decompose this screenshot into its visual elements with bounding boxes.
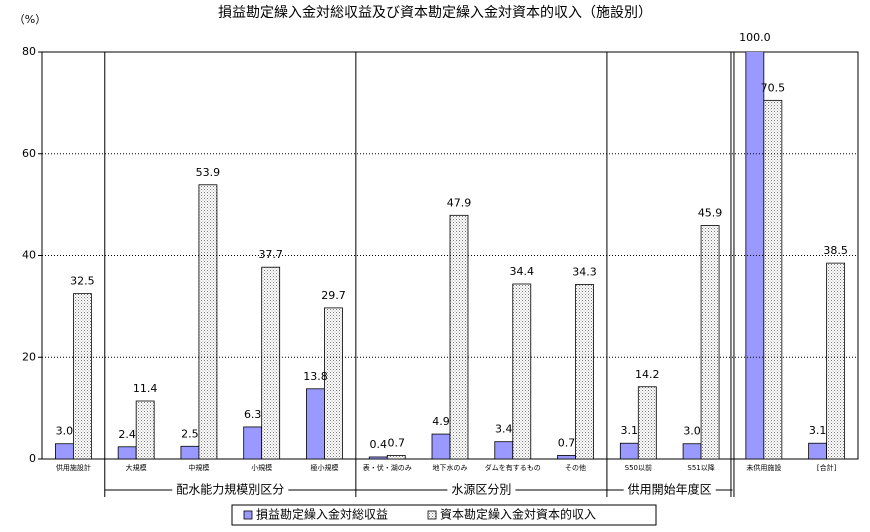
y-axis-label: （%） — [14, 13, 46, 26]
x-tick-label: 極小規模 — [310, 463, 338, 472]
y-tick-label: 0 — [29, 452, 36, 465]
group-label-bg — [447, 482, 516, 498]
value-label: 47.9 — [447, 196, 472, 209]
legend-swatch — [427, 510, 437, 520]
value-label: 0.4 — [369, 438, 387, 451]
legend-label: 資本勘定繰入金対資本的収入 — [440, 507, 596, 522]
value-label: 11.4 — [133, 382, 158, 395]
y-tick-label: 60 — [22, 147, 36, 160]
group-label: 供用開始年度区 — [628, 482, 712, 497]
chart-title: 損益勘定繰入金対総収益及び資本勘定繰入金対資本的収入（施設別） — [218, 5, 652, 21]
value-label: 53.9 — [196, 166, 221, 179]
value-label: 6.3 — [244, 408, 262, 421]
x-tick-label: 供用施設計 — [56, 463, 91, 472]
value-label: 2.5 — [181, 427, 199, 440]
bar — [72, 293, 92, 460]
bar — [808, 442, 828, 460]
bar — [512, 283, 532, 460]
bar — [135, 400, 155, 460]
value-label: 0.7 — [558, 436, 576, 449]
value-label: 32.5 — [70, 275, 95, 288]
x-tick-label: ダムを有するもの — [485, 463, 541, 472]
bar — [54, 443, 74, 460]
value-label: 45.9 — [698, 206, 723, 219]
value-label: 38.5 — [823, 244, 848, 257]
value-label: 100.0 — [739, 31, 771, 44]
group-label-bg — [172, 482, 289, 498]
value-label: 3.1 — [621, 424, 639, 437]
x-tick-label: [合計] — [817, 463, 837, 472]
value-label: 0.7 — [387, 436, 405, 449]
bar — [682, 443, 702, 460]
x-tick-label: 地下水のみ — [433, 463, 468, 472]
value-label: 3.1 — [809, 424, 827, 437]
value-label: 3.0 — [683, 425, 701, 438]
bar — [324, 307, 343, 460]
value-label: 34.3 — [572, 265, 597, 278]
x-tick-label: 未供用施設 — [746, 463, 781, 472]
bar — [637, 386, 657, 460]
group-label: 配水能力規模別区分 — [176, 482, 284, 497]
legend — [231, 504, 657, 526]
group-label: 水源区分別 — [451, 483, 511, 497]
legend-swatch — [243, 510, 253, 520]
bar — [368, 456, 388, 460]
x-tick-label: 表・伏・湖のみ — [363, 463, 412, 472]
bar — [763, 99, 783, 460]
bar — [198, 184, 218, 460]
y-tick-label: 40 — [22, 249, 36, 262]
bar — [745, 52, 765, 460]
bar — [449, 214, 469, 460]
y-tick-label: 80 — [22, 45, 36, 58]
bar — [431, 433, 451, 460]
bar — [700, 225, 720, 460]
group-label-bg — [623, 482, 716, 498]
bar — [306, 388, 325, 460]
x-tick-label: 大規模 — [126, 463, 147, 472]
value-label: 37.7 — [258, 248, 283, 261]
x-tick-label: 中規模 — [188, 463, 209, 472]
legend-label: 損益勘定繰入金対総収益 — [256, 507, 388, 522]
bar — [180, 445, 200, 460]
bar — [261, 266, 281, 460]
value-label: 29.7 — [321, 289, 346, 302]
value-label: 3.4 — [495, 423, 513, 436]
value-label: 13.8 — [303, 370, 328, 383]
bar — [494, 441, 514, 460]
x-tick-label: S51以降 — [687, 463, 714, 472]
value-label: 2.4 — [118, 428, 136, 441]
bar — [826, 262, 846, 460]
bar — [619, 442, 639, 460]
value-label: 70.5 — [761, 81, 786, 94]
value-label: 34.4 — [510, 265, 535, 278]
value-label: 3.0 — [56, 425, 74, 438]
bar — [575, 284, 594, 460]
x-tick-label: その他 — [565, 463, 586, 472]
bar — [557, 455, 576, 460]
bar — [243, 426, 263, 460]
x-tick-label: 小規模 — [251, 463, 272, 472]
bar — [117, 446, 137, 460]
bar — [386, 455, 406, 460]
x-tick-label: S50以前 — [625, 463, 652, 472]
value-label: 4.9 — [432, 415, 450, 428]
value-label: 14.2 — [635, 368, 660, 381]
y-tick-label: 20 — [22, 350, 36, 363]
